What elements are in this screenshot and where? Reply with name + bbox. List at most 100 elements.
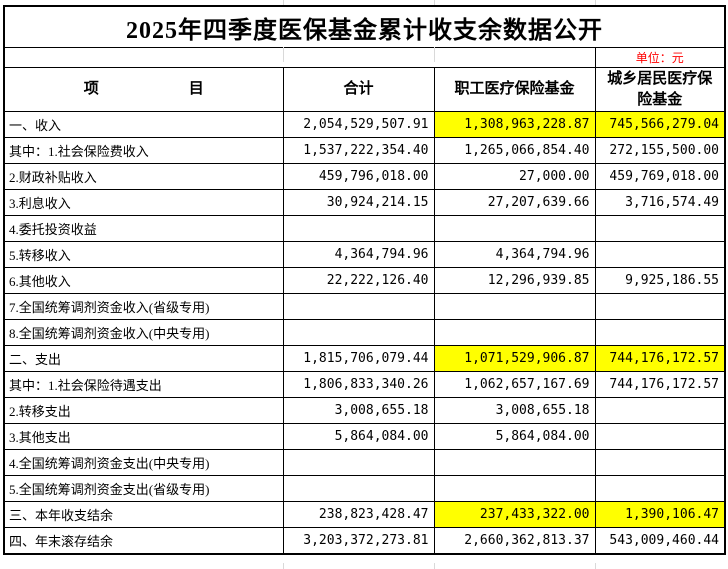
employee-fund-cell: 1,308,963,228.87 — [433, 111, 596, 138]
employee-fund-cell: 3,008,655.18 — [433, 397, 596, 424]
table-row: 7.全国统筹调剂资金收入(省级专用) — [3, 293, 726, 320]
table-row: 2.财政补贴收入 459,796,018.00 27,000.00 459,76… — [3, 163, 726, 190]
unit-label: 单位：元 — [594, 47, 726, 68]
column-header-employee: 职工医疗保险基金 — [433, 67, 596, 112]
column-header-total: 合计 — [282, 67, 435, 112]
table-row: 3.其他支出 5,864,084.00 5,864,084.00 — [3, 423, 726, 450]
row-label-cell: 3.其他支出 — [3, 423, 284, 450]
resident-fund-cell: 744,176,172.57 — [594, 345, 726, 372]
gridline-stub — [283, 47, 284, 62]
employee-fund-cell — [433, 449, 596, 476]
row-label-cell: 一、收入 — [3, 111, 284, 138]
employee-fund-cell — [433, 293, 596, 320]
row-label-cell: 4.全国统筹调剂资金支出(中央专用) — [3, 449, 284, 476]
gridline-stub — [434, 47, 435, 62]
unit-row: 单位：元 — [3, 47, 726, 68]
employee-fund-cell: 237,433,322.00 — [433, 501, 596, 528]
gridline-stub — [595, 563, 596, 569]
resident-fund-cell — [594, 449, 726, 476]
employee-fund-cell: 4,364,794.96 — [433, 241, 596, 268]
row-label-cell: 7.全国统筹调剂资金收入(省级专用) — [3, 293, 284, 320]
title-row: 2025年四季度医保基金累计收支余数据公开 — [3, 5, 726, 48]
table-row: 8.全国统筹调剂资金收入(中央专用) — [3, 319, 726, 346]
total-cell: 3,008,655.18 — [282, 397, 435, 424]
gridline-stub — [595, 0, 596, 5]
page-title: 2025年四季度医保基金累计收支余数据公开 — [3, 5, 726, 48]
resident-fund-cell: 745,566,279.04 — [594, 111, 726, 138]
row-label-cell: 其中：1.社会保险待遇支出 — [3, 371, 284, 398]
resident-fund-cell: 3,716,574.49 — [594, 189, 726, 216]
row-label-cell: 6.其他收入 — [3, 267, 284, 294]
row-label-cell: 2.转移支出 — [3, 397, 284, 424]
table-row: 其中：1.社会保险待遇支出 1,806,833,340.26 1,062,657… — [3, 371, 726, 398]
gridline-stub — [283, 563, 284, 569]
total-cell: 459,796,018.00 — [282, 163, 435, 190]
employee-fund-cell — [433, 215, 596, 242]
resident-fund-cell — [594, 397, 726, 424]
total-cell — [282, 319, 435, 346]
resident-fund-cell: 1,390,106.47 — [594, 501, 726, 528]
employee-fund-cell: 1,265,066,854.40 — [433, 137, 596, 164]
gridline-stub — [434, 0, 435, 5]
resident-fund-cell: 543,009,460.44 — [594, 527, 726, 555]
resident-fund-cell: 459,769,018.00 — [594, 163, 726, 190]
total-cell: 1,537,222,354.40 — [282, 137, 435, 164]
resident-fund-cell — [594, 215, 726, 242]
total-cell: 22,222,126.40 — [282, 267, 435, 294]
table-row: 四、年末滚存结余 3,203,372,273.81 2,660,362,813.… — [3, 527, 726, 555]
resident-fund-cell — [594, 241, 726, 268]
resident-fund-cell — [594, 475, 726, 502]
row-label-cell: 8.全国统筹调剂资金收入(中央专用) — [3, 319, 284, 346]
gridline-stub — [283, 0, 284, 5]
total-cell — [282, 475, 435, 502]
resident-fund-cell: 9,925,186.55 — [594, 267, 726, 294]
employee-fund-cell: 2,660,362,813.37 — [433, 527, 596, 555]
employee-fund-cell: 27,207,639.66 — [433, 189, 596, 216]
total-cell — [282, 293, 435, 320]
employee-fund-cell: 1,062,657,167.69 — [433, 371, 596, 398]
row-label-cell: 5.转移收入 — [3, 241, 284, 268]
table-row: 二、支出 1,815,706,079.44 1,071,529,906.87 7… — [3, 345, 726, 372]
table-row: 4.委托投资收益 — [3, 215, 726, 242]
table-row: 2.转移支出 3,008,655.18 3,008,655.18 — [3, 397, 726, 424]
total-cell: 1,815,706,079.44 — [282, 345, 435, 372]
employee-fund-cell: 1,071,529,906.87 — [433, 345, 596, 372]
total-cell — [282, 449, 435, 476]
table-row: 三、本年收支结余 238,823,428.47 237,433,322.00 1… — [3, 501, 726, 528]
row-label-cell: 3.利息收入 — [3, 189, 284, 216]
total-cell: 30,924,214.15 — [282, 189, 435, 216]
resident-fund-cell: 272,155,500.00 — [594, 137, 726, 164]
resident-fund-cell — [594, 293, 726, 320]
table-row: 3.利息收入 30,924,214.15 27,207,639.66 3,716… — [3, 189, 726, 216]
employee-fund-cell — [433, 319, 596, 346]
total-cell: 238,823,428.47 — [282, 501, 435, 528]
row-label-cell: 4.委托投资收益 — [3, 215, 284, 242]
table-row: 5.转移收入 4,364,794.96 4,364,794.96 — [3, 241, 726, 268]
table-row: 4.全国统筹调剂资金支出(中央专用) — [3, 449, 726, 476]
resident-fund-cell: 744,176,172.57 — [594, 371, 726, 398]
total-cell: 2,054,529,507.91 — [282, 111, 435, 138]
table-row: 5.全国统筹调剂资金支出(省级专用) — [3, 475, 726, 502]
total-cell — [282, 215, 435, 242]
resident-fund-cell — [594, 423, 726, 450]
row-label-cell: 三、本年收支结余 — [3, 501, 284, 528]
resident-fund-cell — [594, 319, 726, 346]
table-row: 其中：1.社会保险费收入 1,537,222,354.40 1,265,066,… — [3, 137, 726, 164]
employee-fund-cell: 12,296,939.85 — [433, 267, 596, 294]
unit-row-spacer — [3, 47, 596, 68]
employee-fund-cell: 5,864,084.00 — [433, 423, 596, 450]
gridline-stub — [434, 563, 435, 569]
employee-fund-cell: 27,000.00 — [433, 163, 596, 190]
column-header-item: 项 目 — [3, 67, 284, 112]
column-header-resident: 城乡居民医疗保险基金 — [594, 67, 726, 112]
row-label-cell: 5.全国统筹调剂资金支出(省级专用) — [3, 475, 284, 502]
insurance-fund-table: 2025年四季度医保基金累计收支余数据公开 单位：元 项 目 合计 职工医疗保险… — [3, 5, 726, 555]
total-cell: 1,806,833,340.26 — [282, 371, 435, 398]
row-label-cell: 其中：1.社会保险费收入 — [3, 137, 284, 164]
employee-fund-cell — [433, 475, 596, 502]
table-row: 6.其他收入 22,222,126.40 12,296,939.85 9,925… — [3, 267, 726, 294]
total-cell: 5,864,084.00 — [282, 423, 435, 450]
row-label-cell: 二、支出 — [3, 345, 284, 372]
row-label-cell: 2.财政补贴收入 — [3, 163, 284, 190]
